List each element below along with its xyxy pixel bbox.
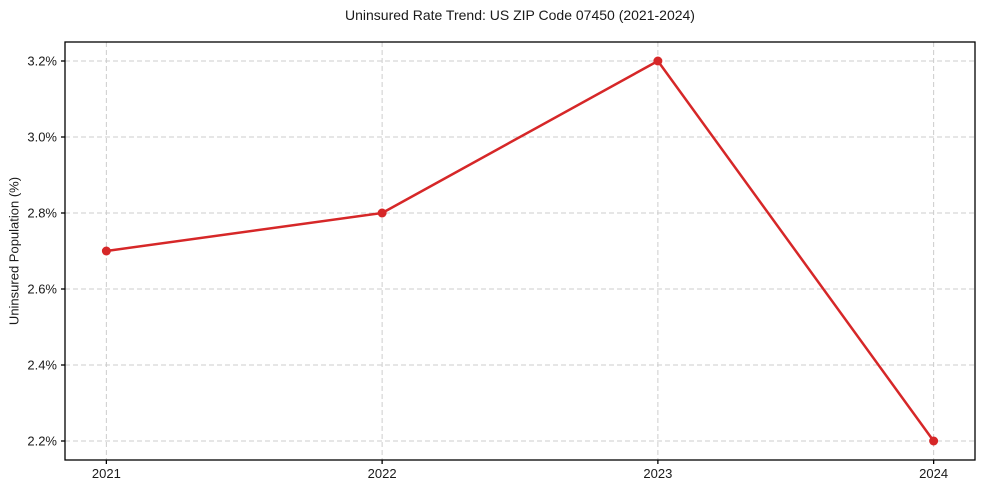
x-tick-label: 2022 [368,466,397,481]
data-point-marker [929,436,939,446]
chart-title: Uninsured Rate Trend: US ZIP Code 07450 … [345,7,695,23]
y-tick-label: 2.8% [27,206,57,221]
y-tick-label: 2.6% [27,282,57,297]
data-point-marker [653,56,663,66]
y-tick-label: 2.2% [27,434,57,449]
x-tick-label: 2024 [919,466,948,481]
plot-border [64,41,976,461]
x-tick-label: 2023 [643,466,672,481]
y-tick-label: 3.2% [27,54,57,69]
data-point-marker [101,246,111,256]
data-line [105,59,935,443]
y-tick-label: 3.0% [27,130,57,145]
y-tick-label: 2.4% [27,358,57,373]
data-point-marker [377,208,387,218]
x-tick-label: 2021 [92,466,121,481]
